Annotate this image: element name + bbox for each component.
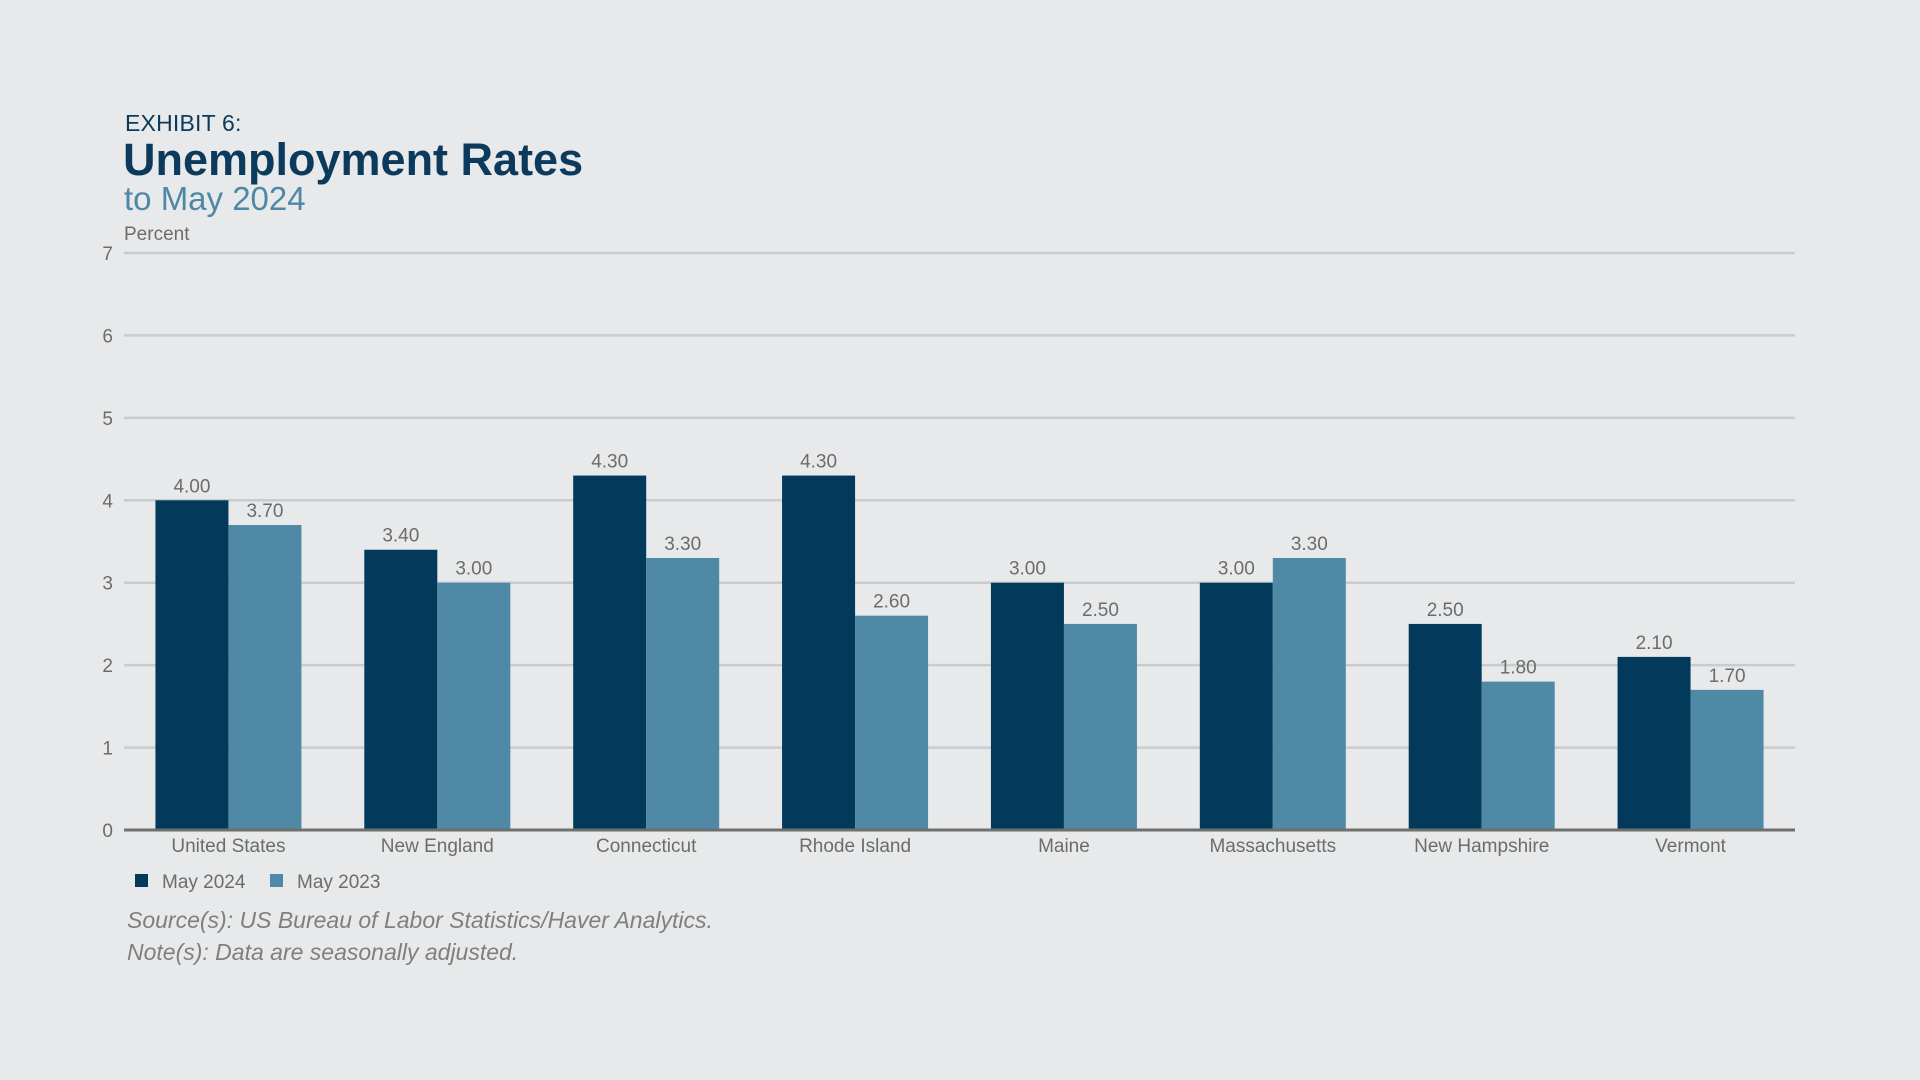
data-label: 2.10	[1636, 633, 1673, 654]
y-tick-label: 6	[102, 326, 113, 347]
x-tick-label: New Hampshire	[1414, 836, 1549, 857]
data-label: 1.80	[1500, 658, 1537, 679]
x-tick-label: Vermont	[1655, 836, 1726, 857]
data-label: 3.00	[1009, 559, 1046, 580]
bar-may-2024	[782, 475, 856, 830]
bar-may-2024	[1617, 656, 1691, 830]
y-tick-label: 0	[102, 821, 113, 842]
legend-label: May 2023	[297, 872, 380, 893]
exhibit-label: EXHIBIT 6:	[125, 110, 242, 136]
x-tick-label: Rhode Island	[799, 836, 911, 857]
legend-swatch-may-2024	[135, 874, 148, 887]
x-tick-label: Massachusetts	[1209, 836, 1336, 857]
data-label: 2.50	[1427, 600, 1464, 621]
chart-subtitle: to May 2024	[124, 180, 306, 217]
bar-may-2024	[155, 500, 229, 830]
y-tick-label: 5	[102, 409, 113, 430]
y-tick-label: 7	[102, 244, 113, 265]
bar-may-2023	[228, 525, 302, 830]
bar-may-2024	[573, 475, 647, 830]
y-axis-unit-label: Percent	[124, 224, 190, 245]
bar-may-2023	[1063, 623, 1137, 830]
data-note: Note(s): Data are seasonally adjusted.	[127, 939, 519, 965]
legend-label: May 2024	[162, 872, 246, 893]
data-label: 1.70	[1709, 666, 1746, 687]
data-label: 4.00	[173, 476, 210, 497]
data-label: 3.40	[382, 526, 419, 547]
chart-title: Unemployment Rates	[123, 134, 584, 185]
y-tick-label: 1	[102, 739, 113, 760]
data-label: 4.30	[591, 452, 628, 473]
data-label: 2.50	[1082, 600, 1119, 621]
bar-may-2023	[1481, 681, 1555, 830]
source-note: Source(s): US Bureau of Labor Statistics…	[127, 907, 713, 933]
bar-may-2024	[364, 549, 438, 830]
data-label: 3.00	[1218, 559, 1255, 580]
bar-may-2024	[990, 582, 1064, 830]
x-tick-label: United States	[171, 836, 285, 857]
bar-may-2024	[1199, 582, 1273, 830]
data-label: 3.30	[1291, 534, 1328, 555]
data-label: 2.60	[873, 592, 910, 613]
bar-may-2023	[437, 582, 511, 830]
data-label: 3.70	[246, 501, 283, 522]
data-label: 4.30	[800, 452, 837, 473]
y-tick-label: 3	[102, 574, 113, 595]
bar-may-2023	[646, 557, 720, 830]
y-tick-label: 4	[102, 491, 113, 512]
x-tick-label: Maine	[1038, 836, 1090, 857]
y-tick-label: 2	[102, 656, 113, 677]
x-tick-label: Connecticut	[596, 836, 697, 857]
bar-may-2023	[1272, 557, 1346, 830]
bar-may-2023	[1690, 689, 1764, 830]
bar-may-2023	[855, 615, 929, 830]
data-label: 3.00	[455, 559, 492, 580]
data-label: 3.30	[664, 534, 701, 555]
x-tick-label: New England	[381, 836, 494, 857]
legend-swatch-may-2023	[270, 874, 283, 887]
bar-may-2024	[1408, 623, 1482, 830]
